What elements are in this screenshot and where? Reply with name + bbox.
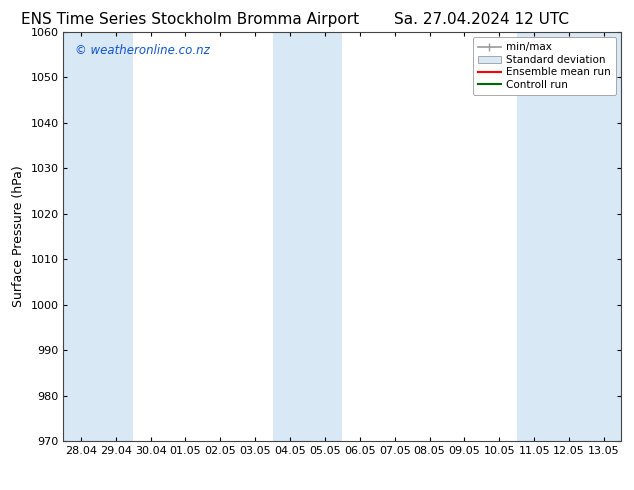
Bar <box>307 32 342 441</box>
Bar <box>98 32 133 441</box>
Bar <box>273 32 307 441</box>
Legend: min/max, Standard deviation, Ensemble mean run, Controll run: min/max, Standard deviation, Ensemble me… <box>473 37 616 95</box>
Bar <box>586 32 621 441</box>
Bar <box>517 32 552 441</box>
Text: ENS Time Series Stockholm Bromma Airport: ENS Time Series Stockholm Bromma Airport <box>21 12 359 27</box>
Text: Sa. 27.04.2024 12 UTC: Sa. 27.04.2024 12 UTC <box>394 12 569 27</box>
Bar <box>552 32 586 441</box>
Text: © weatheronline.co.nz: © weatheronline.co.nz <box>75 44 209 57</box>
Y-axis label: Surface Pressure (hPa): Surface Pressure (hPa) <box>12 166 25 307</box>
Bar <box>63 32 98 441</box>
